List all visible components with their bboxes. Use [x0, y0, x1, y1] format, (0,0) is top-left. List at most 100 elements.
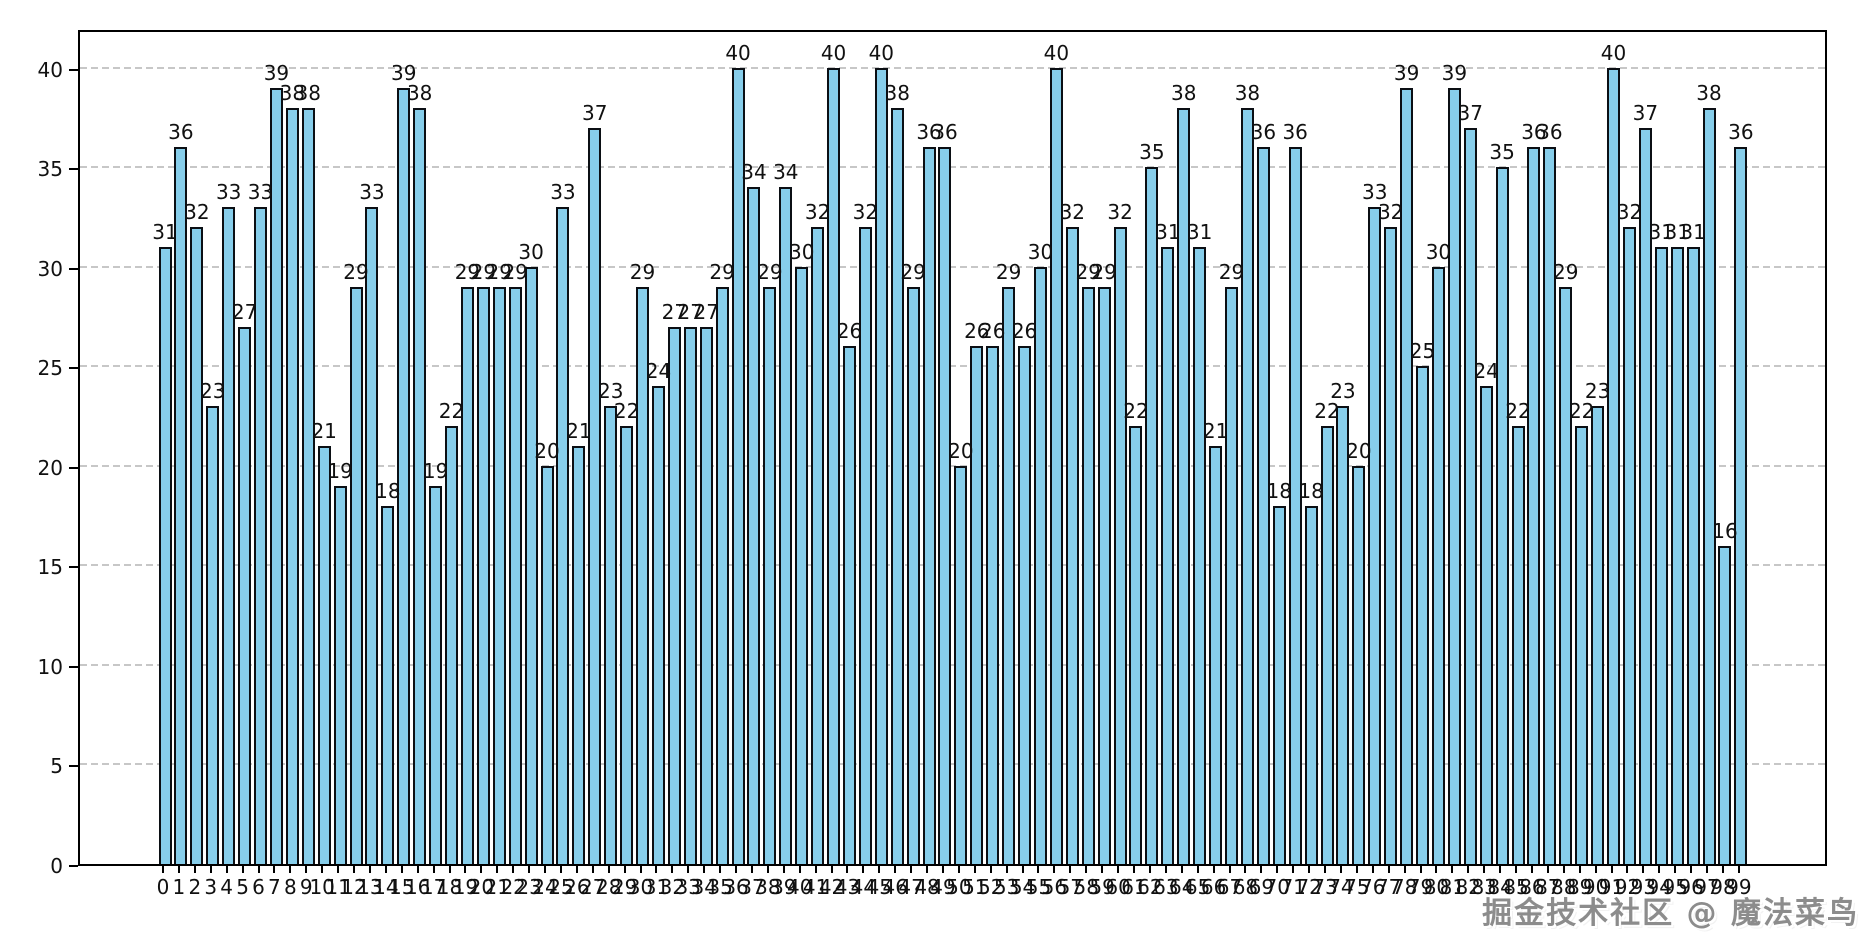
bar-9: [301, 107, 315, 864]
x-tick-mark-33: [687, 866, 690, 873]
x-tick-label-26: 26: [564, 875, 590, 899]
bar-value-label-53: 29: [995, 259, 1022, 284]
bar-16: [413, 107, 427, 864]
y-tick-mark-30: [69, 267, 78, 270]
x-tick-label-23: 23: [516, 875, 542, 899]
bar-value-label-25: 33: [550, 180, 576, 205]
bar-value-label-9: 38: [295, 80, 321, 105]
bar-value-label-31: 24: [645, 359, 672, 384]
x-tick-label-5: 5: [236, 875, 249, 899]
bar-value-label-36: 40: [725, 40, 751, 65]
x-tick-mark-44: [862, 866, 865, 873]
x-tick-label-79: 79: [1407, 875, 1434, 899]
y-tick-label-30: 30: [37, 256, 63, 281]
bar-90: [1591, 406, 1605, 864]
x-tick-label-20: 20: [468, 875, 495, 899]
bar-72: [1304, 505, 1318, 864]
bar-84: [1495, 167, 1509, 864]
bar-26: [572, 446, 586, 864]
x-tick-mark-66: [1212, 866, 1215, 873]
bar-value-label-22: 29: [502, 259, 528, 284]
x-tick-label-16: 16: [404, 875, 431, 899]
x-tick-mark-27: [591, 866, 594, 873]
y-tick-label-15: 15: [37, 555, 63, 580]
bar-value-label-89: 22: [1568, 399, 1595, 424]
x-tick-label-98: 98: [1710, 875, 1736, 899]
bar-24: [540, 465, 554, 864]
x-tick-mark-47: [910, 866, 913, 873]
bar-59: [1097, 286, 1111, 864]
bar-70: [1272, 505, 1286, 864]
bar-value-label-55: 30: [1027, 239, 1054, 264]
x-tick-label-3: 3: [204, 875, 218, 899]
bar-value-label-74: 23: [1330, 379, 1356, 404]
x-tick-mark-23: [528, 866, 531, 873]
gridline-y-15: [80, 564, 1825, 567]
y-tick-mark-25: [69, 367, 78, 370]
bar-value-label-54: 26: [1011, 319, 1038, 344]
bar-25: [556, 207, 570, 864]
bar-51: [970, 346, 984, 864]
x-tick-mark-55: [1037, 866, 1040, 873]
x-tick-label-55: 55: [1025, 875, 1052, 899]
bar-81: [1447, 87, 1461, 864]
bar-31: [651, 386, 665, 864]
x-tick-label-0: 0: [156, 875, 170, 899]
x-tick-mark-1: [177, 866, 180, 873]
bar-value-label-84: 35: [1489, 140, 1515, 165]
bar-value-label-27: 37: [582, 100, 608, 125]
bar-value-label-68: 38: [1234, 80, 1261, 105]
x-tick-label-41: 41: [802, 875, 829, 899]
x-tick-label-74: 74: [1328, 875, 1354, 899]
x-tick-mark-25: [559, 866, 562, 873]
bar-value-label-41: 32: [804, 200, 831, 225]
bar-47: [906, 286, 920, 864]
x-tick-label-96: 96: [1678, 875, 1704, 899]
bar-75: [1352, 465, 1366, 864]
x-tick-label-57: 57: [1057, 875, 1084, 899]
x-tick-label-27: 27: [580, 875, 606, 899]
bar-value-label-44: 32: [852, 200, 879, 225]
x-tick-mark-64: [1180, 866, 1183, 873]
bar-value-label-18: 22: [438, 399, 465, 424]
bar-65: [1193, 246, 1207, 864]
bar-value-label-39: 34: [773, 160, 799, 185]
bar-value-label-79: 25: [1409, 339, 1436, 364]
x-tick-label-71: 71: [1280, 875, 1306, 899]
bar-value-label-26: 21: [566, 419, 592, 443]
bar-94: [1654, 246, 1668, 864]
bar-12: [349, 286, 363, 864]
x-tick-mark-29: [623, 866, 626, 873]
bar-value-label-34: 27: [693, 299, 719, 324]
bar-value-label-15: 39: [391, 60, 417, 85]
gridline-y-40: [80, 66, 1825, 69]
bar-value-label-91: 40: [1600, 40, 1627, 65]
x-tick-label-66: 66: [1200, 875, 1227, 899]
bar-57: [1065, 227, 1079, 864]
bar-value-label-28: 23: [597, 379, 624, 404]
bar-value-label-75: 20: [1346, 438, 1372, 463]
x-tick-label-32: 32: [659, 875, 686, 899]
x-tick-mark-79: [1419, 866, 1422, 873]
y-tick-label-5: 5: [50, 754, 63, 779]
bar-4: [222, 207, 236, 864]
bar-54: [1018, 346, 1032, 864]
bar-74: [1336, 406, 1350, 864]
x-tick-label-59: 59: [1089, 875, 1115, 899]
x-tick-mark-39: [782, 866, 785, 873]
x-tick-mark-5: [241, 866, 244, 873]
x-tick-mark-57: [1069, 866, 1072, 873]
x-tick-mark-76: [1371, 866, 1374, 873]
x-tick-label-25: 25: [548, 875, 574, 899]
y-tick-mark-20: [69, 466, 78, 469]
bar-value-label-83: 24: [1473, 359, 1499, 384]
bar-value-label-24: 20: [534, 438, 560, 463]
bar-42: [827, 67, 841, 864]
bar-55: [1033, 266, 1047, 864]
x-tick-label-53: 53: [993, 875, 1020, 899]
x-tick-label-62: 62: [1137, 875, 1163, 899]
x-tick-mark-20: [480, 866, 483, 873]
x-tick-mark-31: [655, 866, 658, 873]
y-tick-label-20: 20: [37, 455, 63, 480]
